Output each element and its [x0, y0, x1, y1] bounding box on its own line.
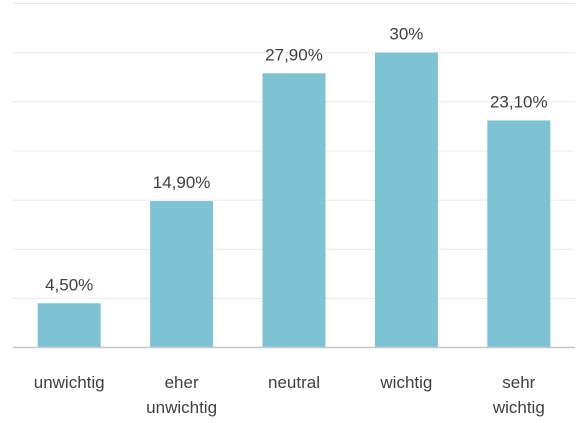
category-label: neutral — [268, 373, 320, 392]
category-label: unwichtig — [34, 373, 105, 392]
bar — [262, 73, 326, 348]
bar — [487, 120, 551, 348]
data-labels: 4,50% 14,90% 27,90% 30% 23,10% — [45, 25, 548, 295]
data-label: 30% — [389, 25, 423, 44]
category-label: eher — [165, 373, 199, 392]
bar — [37, 303, 101, 348]
category-labels: unwichtig eher unwichtig neutral wichtig sehr… — [34, 373, 545, 417]
bars — [37, 52, 551, 348]
data-label: 27,90% — [265, 45, 323, 64]
bar — [374, 52, 438, 348]
data-label: 23,10% — [490, 92, 548, 111]
bar — [150, 201, 214, 348]
data-label: 4,50% — [45, 275, 93, 294]
category-label: wichtig — [492, 398, 545, 417]
category-label: unwichtig — [146, 398, 217, 417]
category-label: wichtig — [379, 373, 432, 392]
category-label: sehr — [502, 373, 535, 392]
data-label: 14,90% — [153, 173, 211, 192]
